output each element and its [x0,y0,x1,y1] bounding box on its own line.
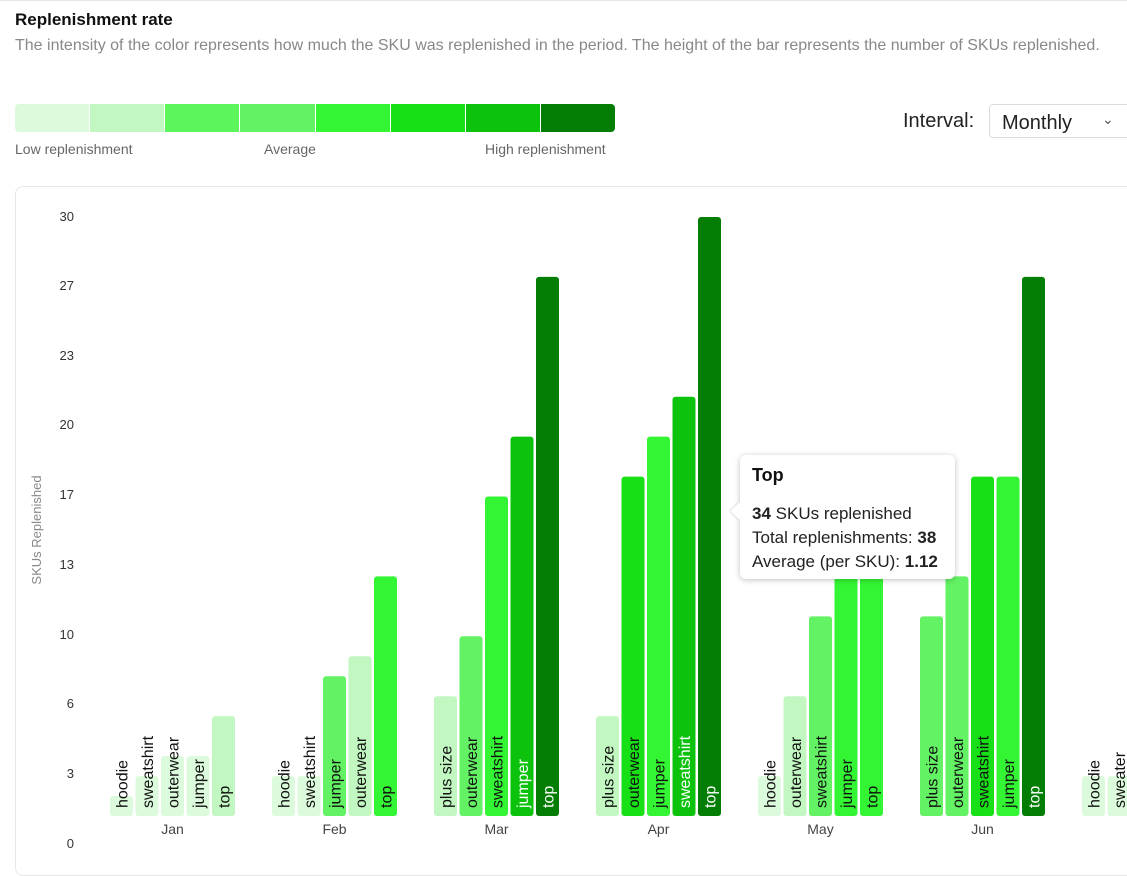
tooltip-total-line: Total replenishments: 38 [752,526,943,550]
bar-label: top [217,786,234,808]
tooltip-skus-line: 34 SKUs replenished [752,502,943,526]
bar-label: hoodie [763,760,780,808]
bar-label: jumper [191,758,208,809]
bar-label: sweater [1112,751,1127,808]
x-group-label: Jun [971,821,994,837]
bar-label: hoodie [115,760,132,808]
bar-tooltip: Top 34 SKUs replenished Total replenishm… [740,455,955,579]
y-tick-label: 17 [60,487,74,502]
x-group-label: Jan [161,821,184,837]
y-tick-label: 0 [67,836,74,851]
tooltip-total-value: 38 [917,528,936,547]
bar-label: sweatshirt [302,735,319,808]
bar[interactable] [860,556,883,816]
bar-label: outerwear [464,736,481,808]
bar-label: top [703,786,720,808]
y-tick-label: 3 [67,766,74,781]
bar-label: outerwear [950,736,967,808]
bar-label: jumper [652,758,669,809]
bar-label: hoodie [277,760,294,808]
tooltip-title: Top [752,465,943,486]
bar-label: outerwear [788,736,805,808]
x-group-label: Apr [648,821,670,837]
bar-label: jumper [328,758,345,809]
bar-label: top [541,786,558,808]
bar-label: sweatshirt [490,735,507,808]
bar-label: jumper [1001,758,1018,809]
bar[interactable] [698,217,721,816]
bar-label: jumper [839,758,856,809]
bar[interactable] [1022,277,1045,816]
bar-label: plus size [925,746,942,808]
bar-label: top [1027,786,1044,808]
y-tick-label: 30 [60,209,74,224]
y-axis-title: SKUs Replenished [29,475,44,584]
y-tick-label: 27 [60,278,74,293]
bar-label: sweatshirt [976,735,993,808]
bar-label: outerwear [353,736,370,808]
y-tick-label: 6 [67,696,74,711]
bar-label: hoodie [1087,760,1104,808]
y-tick-label: 23 [60,348,74,363]
tooltip-avg-line: Average (per SKU): 1.12 [752,550,943,574]
bar-label: sweatshirt [814,735,831,808]
bar-label: sweatshirt [140,735,157,808]
tooltip-avg-value: 1.12 [905,552,938,571]
bar-label: outerwear [166,736,183,808]
bar[interactable] [374,576,397,816]
bar-label: jumper [515,758,532,809]
y-tick-label: 13 [60,557,74,572]
bar-label: outerwear [626,736,643,808]
x-group-label: May [807,821,833,837]
bar-label: top [865,786,882,808]
tooltip-total-label: Total replenishments: [752,528,913,547]
tooltip-skus-value: 34 [752,504,771,523]
bar-label: plus size [601,746,618,808]
bar-label: sweatshirt [677,735,694,808]
tooltip-avg-label: Average (per SKU): [752,552,900,571]
tooltip-skus-text: SKUs replenished [776,504,912,523]
bar-label: plus size [439,746,456,808]
bar[interactable] [536,277,559,816]
x-group-label: Feb [322,821,346,837]
bar-label: top [379,786,396,808]
x-group-label: Mar [484,821,508,837]
y-tick-label: 10 [60,627,74,642]
y-tick-label: 20 [60,417,74,432]
